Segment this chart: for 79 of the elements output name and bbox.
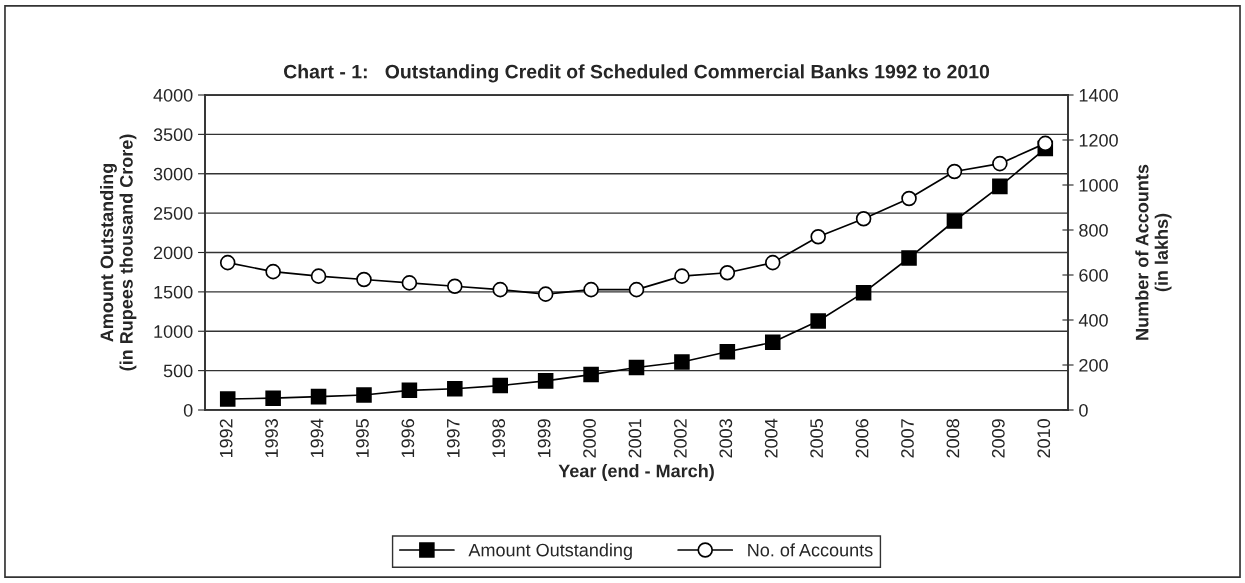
point (901, 190, 917, 207)
point (537, 286, 554, 302)
point (946, 213, 963, 229)
y2-tick-label: 1400 (1079, 88, 1118, 102)
point (492, 377, 509, 394)
y-tick-label: 4000 (153, 88, 193, 102)
point (447, 380, 463, 397)
point (265, 390, 281, 406)
point (537, 373, 554, 389)
point (810, 313, 826, 329)
point (583, 366, 599, 383)
x-tick-label: 1996 (401, 419, 415, 458)
chart-title: Chart - 1: Outstanding Credit of Scheduled Commercial Banks 1992 to 2010 (283, 64, 990, 83)
point (901, 250, 917, 266)
x-tick-label: 2004 (764, 418, 778, 458)
point (855, 210, 872, 227)
point (356, 387, 372, 403)
x-tick-label: 1994 (310, 418, 324, 458)
x-tick-label: 2000 (583, 419, 596, 458)
y-tick-label: 3000 (153, 167, 193, 181)
y2-tick-label: 1200 (1079, 133, 1118, 147)
point (719, 264, 736, 281)
point (310, 388, 327, 405)
point (1037, 135, 1054, 152)
y2-tick-label: 400 (1078, 313, 1108, 327)
y2-tick-label: 600 (1079, 268, 1108, 282)
legend-label: No. of Accounts (748, 543, 873, 557)
point (946, 163, 963, 180)
point (992, 178, 1008, 195)
point (356, 271, 372, 288)
point (764, 254, 781, 271)
point (401, 275, 418, 291)
x-tick-label: 2008 (946, 419, 960, 458)
x-tick-label: 2007 (901, 419, 914, 458)
y2-tick-label: 1000 (1079, 178, 1118, 192)
point (628, 359, 645, 376)
point (992, 155, 1008, 172)
x-tick-label: 1998 (492, 419, 506, 458)
legend-label: Amount Outstanding (468, 543, 632, 561)
x-tick-label: 2001 (628, 419, 642, 458)
y-tick-label: 3500 (153, 128, 193, 142)
y2-tick-label: 200 (1079, 358, 1108, 372)
point (219, 254, 236, 271)
x-tick-label: 2002 (673, 419, 687, 458)
y-tick-label: 2000 (153, 246, 193, 260)
x-tick-label: 2009 (991, 419, 1005, 458)
y-axis-title: Amount Outstanding (in Rupees thousand Crore) (100, 134, 137, 371)
x-tick-label: 2005 (810, 419, 824, 458)
point (855, 284, 872, 301)
x-tick-label: 1995 (356, 419, 369, 458)
y2-tick-label: 0 (1079, 403, 1088, 417)
x-tick-label: 1992 (219, 419, 233, 458)
point (265, 263, 281, 280)
y-tick-label: 0 (183, 403, 193, 417)
point (674, 268, 690, 284)
point (401, 382, 418, 399)
x-tick-label: 2003 (719, 419, 733, 458)
x-tick-label: 1993 (265, 419, 278, 458)
y2-axis-title: Number of Accounts (in lakhs) (1135, 164, 1172, 340)
point (628, 281, 645, 298)
y-tick-label: 2500 (153, 207, 193, 220)
point (764, 334, 781, 351)
point (583, 281, 599, 298)
point (219, 391, 236, 407)
y-tick-label: 500 (163, 364, 193, 378)
point (310, 268, 327, 284)
y-tick-label: 1000 (154, 325, 193, 338)
point (674, 354, 690, 370)
point (719, 343, 736, 360)
x-tick-label: 2010 (1037, 419, 1051, 458)
y2-tick-label: 800 (1079, 223, 1108, 237)
point (810, 228, 826, 245)
x-tick-label: 2006 (855, 419, 869, 458)
x-tick-label: 1999 (537, 419, 551, 458)
x-tick-label: 1997 (446, 419, 460, 458)
y-tick-label: 1500 (154, 285, 193, 299)
x-axis-title: Year (end - March) (558, 464, 714, 481)
point (447, 278, 463, 295)
point (492, 281, 509, 298)
